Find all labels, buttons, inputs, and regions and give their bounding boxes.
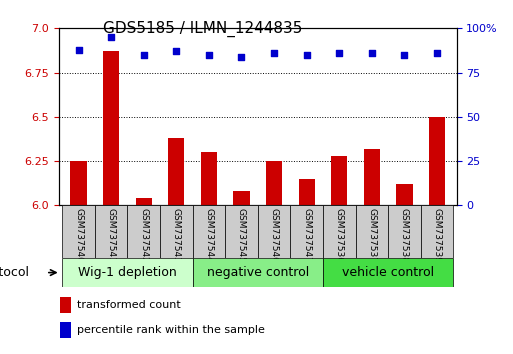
Bar (168, 138, 185, 205)
Text: transformed count: transformed count (77, 300, 181, 310)
Bar (388, 205, 421, 258)
Point (368, 50, 376, 56)
Bar (356, 205, 388, 258)
Bar (201, 152, 217, 205)
Bar (192, 258, 323, 287)
Text: GSM737541: GSM737541 (107, 208, 115, 263)
Text: protocol: protocol (0, 266, 30, 279)
Bar (103, 51, 120, 205)
Bar (421, 205, 453, 258)
Bar (233, 191, 250, 205)
Text: GDS5185 / ILMN_1244835: GDS5185 / ILMN_1244835 (103, 21, 302, 38)
Bar (62, 205, 95, 258)
Bar (192, 205, 225, 258)
Text: GSM737547: GSM737547 (302, 208, 311, 263)
Bar (331, 156, 347, 205)
Bar (266, 161, 282, 205)
Text: Wig-1 depletion: Wig-1 depletion (78, 266, 177, 279)
Text: GSM737546: GSM737546 (269, 208, 279, 263)
Text: GSM737538: GSM737538 (400, 208, 409, 263)
Point (107, 34, 115, 40)
Bar (290, 205, 323, 258)
Bar (429, 117, 445, 205)
Bar (323, 205, 356, 258)
Point (270, 50, 278, 56)
Point (74, 47, 83, 52)
Text: GSM737544: GSM737544 (204, 208, 213, 263)
Bar (225, 205, 258, 258)
Bar (70, 161, 87, 205)
Point (335, 50, 343, 56)
Bar (323, 258, 453, 287)
Text: percentile rank within the sample: percentile rank within the sample (77, 325, 265, 336)
Text: GSM737543: GSM737543 (172, 208, 181, 263)
Bar (60, 322, 71, 338)
Text: GSM737542: GSM737542 (139, 208, 148, 263)
Bar (60, 297, 71, 313)
Bar (95, 205, 127, 258)
Point (238, 54, 246, 59)
Text: GSM737539: GSM737539 (432, 208, 442, 263)
Bar (160, 205, 192, 258)
Text: GSM737536: GSM737536 (335, 208, 344, 263)
Bar (299, 179, 315, 205)
Bar (258, 205, 290, 258)
Point (433, 50, 441, 56)
Bar (364, 149, 380, 205)
Text: GSM737545: GSM737545 (237, 208, 246, 263)
Text: GSM737540: GSM737540 (74, 208, 83, 263)
Point (303, 52, 311, 58)
Text: GSM737537: GSM737537 (367, 208, 377, 263)
Point (172, 48, 181, 54)
Point (400, 52, 408, 58)
Bar (135, 198, 152, 205)
Point (140, 52, 148, 58)
Bar (62, 258, 192, 287)
Text: negative control: negative control (207, 266, 309, 279)
Bar (396, 184, 412, 205)
Text: vehicle control: vehicle control (342, 266, 434, 279)
Point (205, 52, 213, 58)
Bar (127, 205, 160, 258)
